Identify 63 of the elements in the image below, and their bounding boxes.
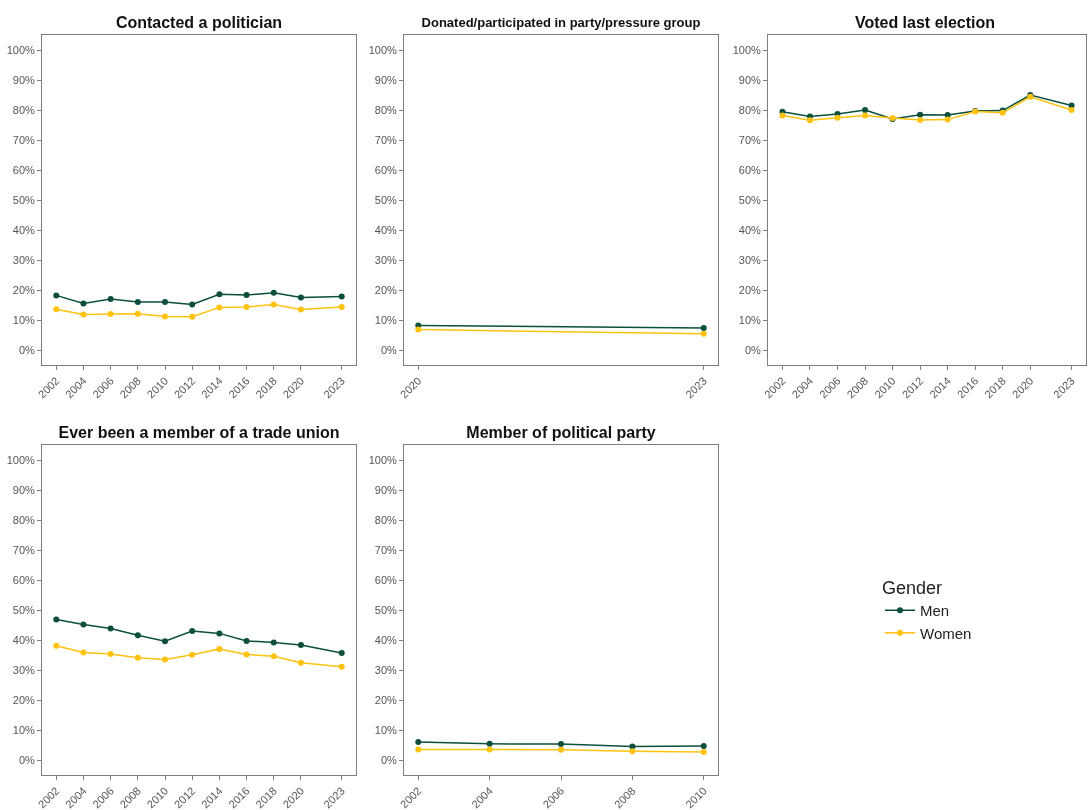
- chart-title: Member of political party: [466, 423, 656, 441]
- y-tick-label: 100%: [368, 43, 398, 56]
- y-tick-label: 30%: [374, 663, 397, 676]
- y-tick-label: 40%: [374, 633, 397, 646]
- y-tick-label: 50%: [12, 603, 35, 616]
- y-tick-label: 100%: [6, 453, 36, 466]
- y-tick-label: 60%: [374, 573, 397, 586]
- legend-title: Gender: [882, 577, 943, 598]
- y-tick-label: 90%: [12, 483, 35, 496]
- y-tick-label: 100%: [6, 43, 36, 56]
- y-tick-label: 90%: [374, 483, 397, 496]
- y-tick-label: 60%: [374, 163, 397, 176]
- y-tick-label: 60%: [12, 163, 35, 176]
- y-tick-label: 40%: [738, 223, 761, 236]
- y-tick-label: 80%: [374, 103, 397, 116]
- chart-title: Donated/participated in party/pressure group: [421, 14, 701, 30]
- y-tick-label: 10%: [12, 723, 35, 736]
- y-tick-label: 0%: [380, 753, 398, 766]
- y-tick-label: 100%: [368, 453, 398, 466]
- y-tick-label: 50%: [374, 603, 397, 616]
- legend-label: Men: [920, 602, 950, 619]
- y-tick-label: 10%: [374, 313, 397, 326]
- y-tick-label: 20%: [374, 693, 397, 706]
- y-tick-label: 30%: [374, 253, 397, 266]
- y-tick-label: 90%: [12, 73, 35, 86]
- y-tick-label: 0%: [744, 343, 762, 356]
- y-tick-label: 20%: [12, 283, 35, 296]
- chart-title: Contacted a politician: [115, 13, 283, 31]
- y-tick-label: 30%: [12, 253, 35, 266]
- y-tick-label: 10%: [738, 313, 761, 326]
- y-tick-label: 40%: [12, 223, 35, 236]
- y-tick-label: 70%: [374, 543, 397, 556]
- chart-title: Voted last election: [854, 13, 996, 31]
- y-tick-label: 30%: [738, 253, 761, 266]
- y-tick-label: 20%: [738, 283, 761, 296]
- y-tick-label: 40%: [374, 223, 397, 236]
- y-tick-label: 60%: [738, 163, 761, 176]
- y-tick-label: 90%: [374, 73, 397, 86]
- chart-title: Ever been a member of a trade union: [58, 423, 340, 441]
- y-tick-label: 80%: [738, 103, 761, 116]
- y-tick-label: 70%: [738, 133, 761, 146]
- y-tick-label: 0%: [18, 343, 36, 356]
- y-tick-label: 0%: [18, 753, 36, 766]
- y-tick-label: 100%: [732, 43, 762, 56]
- legend-label: Women: [920, 624, 972, 642]
- y-tick-label: 70%: [12, 133, 35, 146]
- y-tick-label: 80%: [12, 513, 35, 526]
- y-tick-label: 60%: [12, 573, 35, 586]
- y-tick-label: 10%: [374, 723, 397, 736]
- y-tick-label: 80%: [374, 513, 397, 526]
- y-tick-label: 70%: [12, 543, 35, 556]
- y-tick-label: 20%: [374, 283, 397, 296]
- y-tick-label: 90%: [738, 73, 761, 86]
- y-tick-label: 50%: [738, 193, 761, 206]
- y-tick-label: 10%: [12, 313, 35, 326]
- y-tick-label: 20%: [12, 693, 35, 706]
- y-tick-label: 50%: [12, 193, 35, 206]
- y-tick-label: 80%: [12, 103, 35, 116]
- y-tick-label: 30%: [12, 663, 35, 676]
- y-tick-label: 70%: [374, 133, 397, 146]
- y-tick-label: 0%: [380, 343, 398, 356]
- y-tick-label: 40%: [12, 633, 35, 646]
- y-tick-label: 50%: [374, 193, 397, 206]
